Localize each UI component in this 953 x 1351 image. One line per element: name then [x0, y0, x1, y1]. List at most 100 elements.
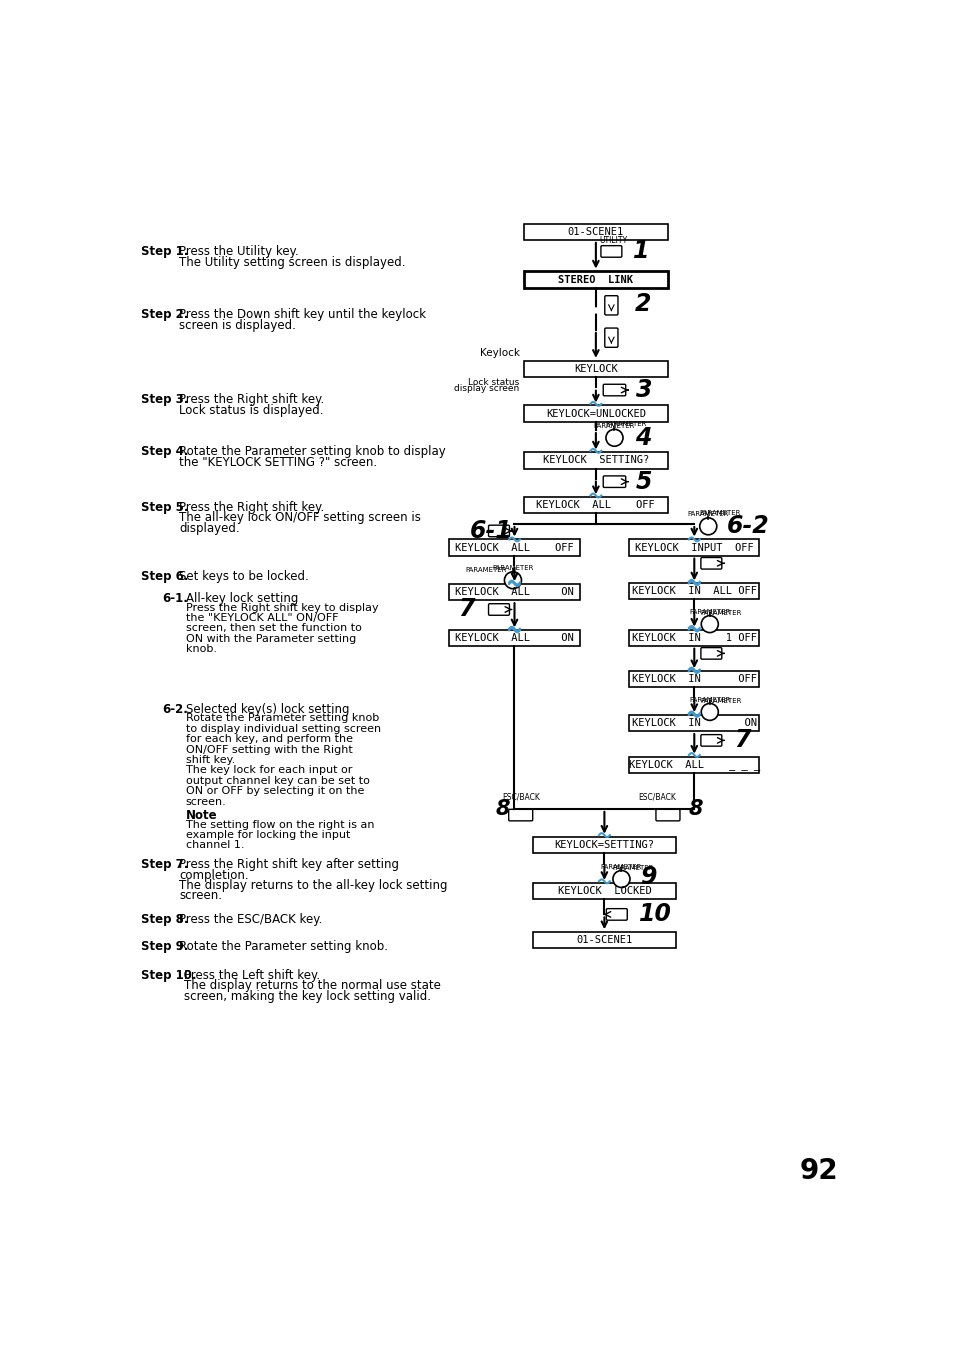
Text: PARAMETER: PARAMETER [612, 865, 653, 871]
Text: Press the Down shift key until the keylock: Press the Down shift key until the keylo… [179, 308, 425, 322]
Text: ESC/BACK: ESC/BACK [638, 792, 676, 801]
Text: PARAMETER: PARAMETER [593, 423, 635, 428]
Text: 8: 8 [495, 798, 509, 819]
Text: STEREO  LINK: STEREO LINK [558, 274, 633, 285]
Bar [523, 361, 667, 377]
Text: ON or OFF by selecting it on the: ON or OFF by selecting it on the [186, 786, 364, 796]
Text: Rotate the Parameter setting knob.: Rotate the Parameter setting knob. [179, 940, 388, 952]
Text: 92: 92 [799, 1156, 838, 1185]
Circle shape [504, 571, 521, 589]
Text: displayed.: displayed. [179, 521, 239, 535]
FancyBboxPatch shape [600, 246, 621, 257]
Bar [629, 539, 759, 555]
Text: 5: 5 [636, 470, 652, 493]
Bar [523, 224, 667, 240]
Bar [449, 584, 579, 600]
Text: All-key lock setting: All-key lock setting [186, 592, 298, 605]
Text: PARAMETER: PARAMETER [465, 566, 506, 573]
Text: The key lock for each input or: The key lock for each input or [186, 766, 352, 775]
Text: output channel key can be set to: output channel key can be set to [186, 775, 370, 786]
Text: Set keys to be locked.: Set keys to be locked. [179, 570, 309, 584]
Text: The setting flow on the right is an: The setting flow on the right is an [186, 820, 374, 830]
Text: PARAMETER: PARAMETER [604, 422, 646, 427]
Circle shape [700, 704, 718, 720]
Text: Step 1.: Step 1. [141, 246, 188, 258]
Text: Step 10.: Step 10. [141, 969, 196, 982]
Text: PARAMETER: PARAMETER [699, 511, 740, 516]
Text: KEYLOCK  ALL     ON: KEYLOCK ALL ON [455, 634, 574, 643]
Text: display screen: display screen [454, 384, 519, 393]
Bar [629, 715, 759, 731]
Text: UTILITY: UTILITY [598, 236, 626, 246]
Text: Step 2.: Step 2. [141, 308, 188, 322]
Bar [629, 584, 759, 600]
Text: Rotate the Parameter setting knob to display: Rotate the Parameter setting knob to dis… [179, 446, 445, 458]
Bar [629, 630, 759, 646]
Text: KEYLOCK  SETTING?: KEYLOCK SETTING? [542, 455, 648, 466]
Text: 10: 10 [638, 902, 671, 927]
Text: Press the Right shift key to display: Press the Right shift key to display [186, 603, 378, 612]
Text: Press the Left shift key.: Press the Left shift key. [183, 969, 319, 982]
Text: 6-2: 6-2 [726, 515, 769, 538]
Bar [629, 757, 759, 773]
Text: Press the Utility key.: Press the Utility key. [179, 246, 298, 258]
Text: Step 7.: Step 7. [141, 858, 188, 871]
Text: screen, then set the function to: screen, then set the function to [186, 623, 361, 634]
Text: 6-1.: 6-1. [162, 592, 189, 605]
Text: channel 1.: channel 1. [186, 840, 244, 851]
Text: Selected key(s) lock setting: Selected key(s) lock setting [186, 703, 349, 716]
Text: knob.: knob. [186, 644, 216, 654]
Text: The all-key lock ON/OFF setting screen is: The all-key lock ON/OFF setting screen i… [179, 511, 420, 524]
Text: 6-2.: 6-2. [162, 703, 189, 716]
Text: completion.: completion. [179, 869, 249, 882]
Text: Note: Note [186, 809, 217, 821]
Text: 01-SCENE1: 01-SCENE1 [567, 227, 623, 236]
Bar [449, 631, 579, 646]
FancyBboxPatch shape [606, 909, 627, 920]
Text: 9: 9 [639, 866, 656, 889]
Text: Step 6.: Step 6. [141, 570, 189, 584]
Text: KEYLOCK  ALL    OFF: KEYLOCK ALL OFF [536, 500, 655, 511]
Text: Step 9.: Step 9. [141, 940, 189, 952]
Bar [449, 539, 579, 555]
Text: PARAMETER: PARAMETER [688, 609, 730, 615]
Text: KEYLOCK  LOCKED: KEYLOCK LOCKED [557, 886, 651, 896]
FancyBboxPatch shape [700, 647, 721, 659]
Text: screen.: screen. [186, 797, 227, 807]
FancyBboxPatch shape [488, 604, 509, 615]
Text: screen is displayed.: screen is displayed. [179, 319, 295, 332]
Text: Press the ESC/BACK key.: Press the ESC/BACK key. [179, 913, 322, 925]
Text: Press the Right shift key.: Press the Right shift key. [179, 501, 324, 513]
Bar [532, 882, 676, 898]
Text: Lock status: Lock status [468, 378, 519, 386]
Text: ESC/BACK: ESC/BACK [501, 792, 539, 801]
Circle shape [612, 870, 629, 888]
Text: KEYLOCK  IN  ALL OFF: KEYLOCK IN ALL OFF [631, 586, 756, 596]
Text: 8: 8 [687, 798, 701, 819]
Text: Step 4.: Step 4. [141, 446, 189, 458]
Text: KEYLOCK  IN    1 OFF: KEYLOCK IN 1 OFF [631, 632, 756, 643]
Text: KEYLOCK  INPUT  OFF: KEYLOCK INPUT OFF [635, 543, 753, 553]
Text: 2: 2 [634, 292, 651, 316]
FancyBboxPatch shape [604, 296, 618, 315]
Text: KEYLOCK=SETTING?: KEYLOCK=SETTING? [554, 840, 654, 850]
Text: KEYLOCK=UNLOCKED: KEYLOCK=UNLOCKED [545, 408, 645, 419]
Text: Keylock: Keylock [479, 349, 519, 358]
Text: screen, making the key lock setting valid.: screen, making the key lock setting vali… [183, 990, 430, 1002]
Text: PARAMETER: PARAMETER [700, 611, 741, 616]
Text: 3: 3 [636, 378, 652, 403]
Bar [532, 836, 676, 852]
Bar [523, 453, 667, 469]
Text: example for locking the input: example for locking the input [186, 830, 350, 840]
Text: for each key, and perform the: for each key, and perform the [186, 734, 353, 744]
Text: PARAMETER: PARAMETER [688, 697, 730, 703]
Text: KEYLOCK  ALL    _ _ _: KEYLOCK ALL _ _ _ [628, 759, 760, 770]
Text: the "KEYLOCK SETTING ?" screen.: the "KEYLOCK SETTING ?" screen. [179, 455, 376, 469]
Text: screen.: screen. [179, 889, 222, 902]
FancyBboxPatch shape [488, 526, 509, 536]
Text: Rotate the Parameter setting knob: Rotate the Parameter setting knob [186, 713, 378, 723]
Text: 7: 7 [734, 728, 750, 753]
Text: KEYLOCK  ALL    OFF: KEYLOCK ALL OFF [455, 543, 574, 553]
FancyBboxPatch shape [602, 476, 625, 488]
Text: Lock status is displayed.: Lock status is displayed. [179, 404, 323, 416]
